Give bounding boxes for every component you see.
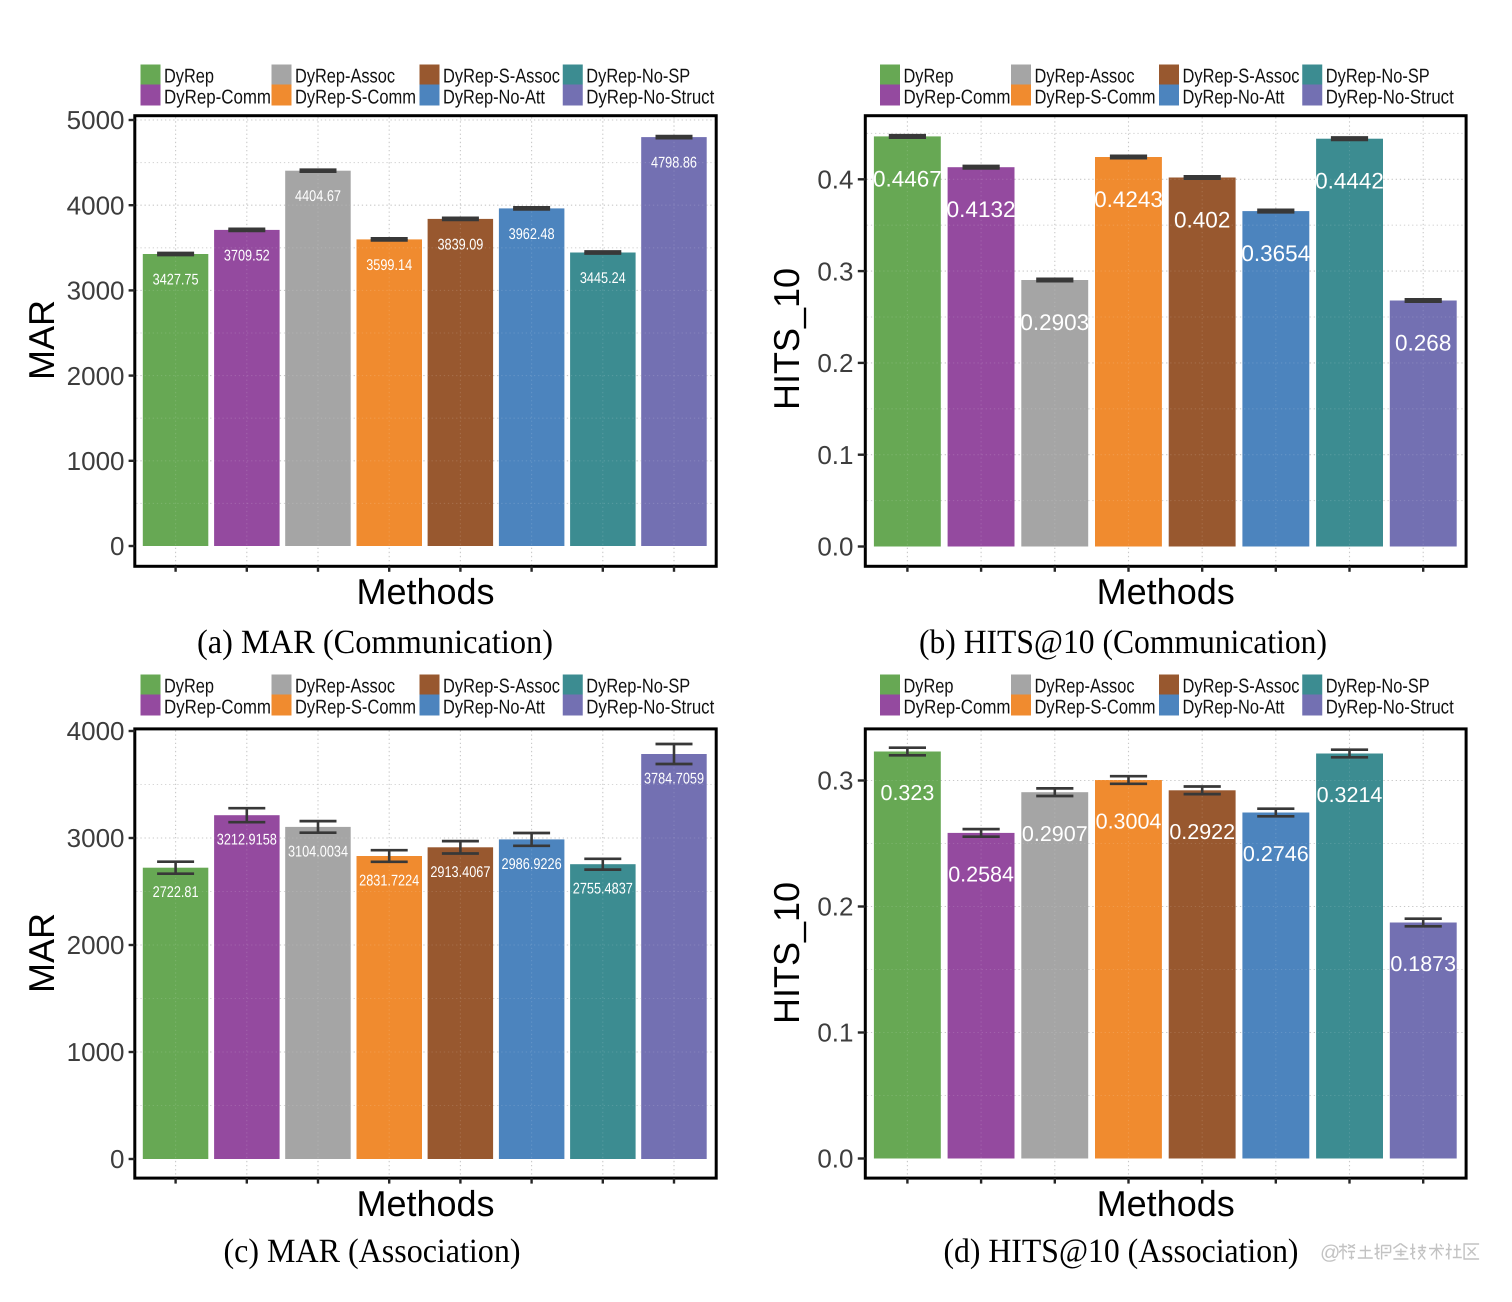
svg-text:3839.09: 3839.09 <box>437 236 483 253</box>
svg-text:(c) MAR (Association): (c) MAR (Association) <box>224 1233 521 1270</box>
svg-text:0.3004: 0.3004 <box>1096 810 1162 834</box>
svg-text:2000: 2000 <box>67 361 125 391</box>
svg-text:MAR: MAR <box>21 300 62 380</box>
svg-text:0.3214: 0.3214 <box>1317 783 1383 807</box>
svg-text:3104.0034: 3104.0034 <box>288 843 348 860</box>
svg-text:3445.24: 3445.24 <box>580 270 626 287</box>
svg-text:1000: 1000 <box>67 446 125 476</box>
svg-text:DyRep-No-Struct: DyRep-No-Struct <box>586 697 714 719</box>
svg-text:DyRep-No-SP: DyRep-No-SP <box>586 66 690 88</box>
svg-text:DyRep-S-Assoc: DyRep-S-Assoc <box>1183 676 1300 698</box>
svg-text:2913.4067: 2913.4067 <box>430 864 490 881</box>
svg-text:DyRep-No-SP: DyRep-No-SP <box>1326 66 1430 88</box>
svg-text:0.0: 0.0 <box>817 532 853 562</box>
svg-text:0.2: 0.2 <box>817 348 853 378</box>
svg-text:0.4467: 0.4467 <box>873 166 942 191</box>
svg-text:0.1: 0.1 <box>817 440 853 470</box>
svg-text:0.0: 0.0 <box>817 1144 853 1174</box>
svg-text:DyRep-Comm: DyRep-Comm <box>904 697 1011 719</box>
svg-text:DyRep: DyRep <box>164 676 214 698</box>
svg-text:DyRep-No-Att: DyRep-No-Att <box>1183 87 1285 109</box>
svg-text:2831.7224: 2831.7224 <box>359 873 419 890</box>
svg-text:DyRep: DyRep <box>164 66 214 88</box>
svg-text:0.4442: 0.4442 <box>1315 169 1384 194</box>
svg-text:Methods: Methods <box>356 1183 494 1224</box>
svg-text:DyRep-No-Struct: DyRep-No-Struct <box>1326 697 1454 719</box>
svg-text:3709.52: 3709.52 <box>224 248 270 265</box>
svg-text:HITS_10: HITS_10 <box>766 268 807 410</box>
svg-text:0.3654: 0.3654 <box>1241 241 1310 266</box>
svg-text:DyRep-Comm: DyRep-Comm <box>164 697 271 719</box>
svg-text:DyRep-No-Struct: DyRep-No-Struct <box>586 87 714 109</box>
svg-text:DyRep-No-Att: DyRep-No-Att <box>443 697 545 719</box>
svg-text:0: 0 <box>110 531 124 561</box>
svg-text:DyRep: DyRep <box>904 66 954 88</box>
svg-text:DyRep-No-Struct: DyRep-No-Struct <box>1326 87 1454 109</box>
svg-text:0.2: 0.2 <box>817 892 853 922</box>
svg-text:DyRep-No-Att: DyRep-No-Att <box>1183 697 1285 719</box>
svg-text:3000: 3000 <box>67 823 125 853</box>
svg-text:(b) HITS@10 (Communication): (b) HITS@10 (Communication) <box>919 624 1327 661</box>
svg-text:(d) HITS@10 (Association): (d) HITS@10 (Association) <box>944 1233 1299 1270</box>
svg-text:0.4: 0.4 <box>817 165 853 195</box>
svg-text:0.323: 0.323 <box>880 781 934 805</box>
svg-text:2986.9226: 2986.9226 <box>502 856 562 873</box>
svg-text:0.1873: 0.1873 <box>1390 952 1456 976</box>
svg-text:0.2922: 0.2922 <box>1169 820 1235 844</box>
svg-text:DyRep-Assoc: DyRep-Assoc <box>1035 66 1135 88</box>
svg-text:0.268: 0.268 <box>1395 331 1451 356</box>
svg-text:DyRep-S-Comm: DyRep-S-Comm <box>1035 87 1156 109</box>
svg-text:3000: 3000 <box>67 276 125 306</box>
svg-text:DyRep-Comm: DyRep-Comm <box>904 87 1011 109</box>
svg-text:DyRep-S-Assoc: DyRep-S-Assoc <box>443 676 560 698</box>
svg-text:3962.48: 3962.48 <box>509 226 555 243</box>
svg-text:Methods: Methods <box>1097 1183 1235 1224</box>
svg-text:(a) MAR (Communication): (a) MAR (Communication) <box>197 624 553 661</box>
svg-text:0.2746: 0.2746 <box>1243 842 1309 866</box>
svg-text:4000: 4000 <box>67 190 125 220</box>
svg-text:0.2903: 0.2903 <box>1020 310 1089 335</box>
svg-text:DyRep-S-Comm: DyRep-S-Comm <box>1035 697 1156 719</box>
svg-text:DyRep-Assoc: DyRep-Assoc <box>295 676 395 698</box>
svg-text:DyRep-S-Comm: DyRep-S-Comm <box>295 87 416 109</box>
svg-text:DyRep-No-SP: DyRep-No-SP <box>1326 676 1430 698</box>
svg-text:Methods: Methods <box>1097 571 1235 612</box>
svg-text:0.1: 0.1 <box>817 1018 853 1048</box>
svg-text:HITS_10: HITS_10 <box>766 882 807 1024</box>
svg-text:3212.9158: 3212.9158 <box>217 832 277 849</box>
svg-text:0.402: 0.402 <box>1174 208 1230 233</box>
svg-text:3599.14: 3599.14 <box>366 257 412 274</box>
svg-text:DyRep-Assoc: DyRep-Assoc <box>1035 676 1135 698</box>
svg-text:@: @ <box>1320 1242 1340 1264</box>
svg-text:2755.4837: 2755.4837 <box>573 881 633 898</box>
svg-text:2000: 2000 <box>67 930 125 960</box>
svg-text:0.4132: 0.4132 <box>947 197 1016 222</box>
svg-text:3427.75: 3427.75 <box>153 272 199 289</box>
svg-text:Methods: Methods <box>356 571 494 612</box>
svg-text:DyRep-No-SP: DyRep-No-SP <box>586 676 690 698</box>
svg-text:2722.81: 2722.81 <box>153 884 199 901</box>
svg-text:0.2907: 0.2907 <box>1022 822 1088 846</box>
svg-text:DyRep: DyRep <box>904 676 954 698</box>
svg-text:4798.86: 4798.86 <box>651 155 697 172</box>
svg-text:0.4243: 0.4243 <box>1094 187 1163 212</box>
svg-text:DyRep-S-Assoc: DyRep-S-Assoc <box>443 66 560 88</box>
svg-text:0: 0 <box>110 1144 124 1174</box>
svg-text:0.3: 0.3 <box>817 256 853 286</box>
svg-text:DyRep-S-Comm: DyRep-S-Comm <box>295 697 416 719</box>
svg-text:MAR: MAR <box>21 913 62 993</box>
svg-text:DyRep-S-Assoc: DyRep-S-Assoc <box>1183 66 1300 88</box>
svg-text:3784.7059: 3784.7059 <box>644 771 704 788</box>
svg-text:DyRep-No-Att: DyRep-No-Att <box>443 87 545 109</box>
svg-text:0.3: 0.3 <box>817 766 853 796</box>
svg-text:1000: 1000 <box>67 1037 125 1067</box>
svg-text:0.2584: 0.2584 <box>948 863 1014 887</box>
svg-text:5000: 5000 <box>67 105 125 135</box>
svg-text:DyRep-Comm: DyRep-Comm <box>164 87 271 109</box>
svg-text:4000: 4000 <box>67 716 125 746</box>
svg-text:4404.67: 4404.67 <box>295 188 341 205</box>
svg-text:DyRep-Assoc: DyRep-Assoc <box>295 66 395 88</box>
